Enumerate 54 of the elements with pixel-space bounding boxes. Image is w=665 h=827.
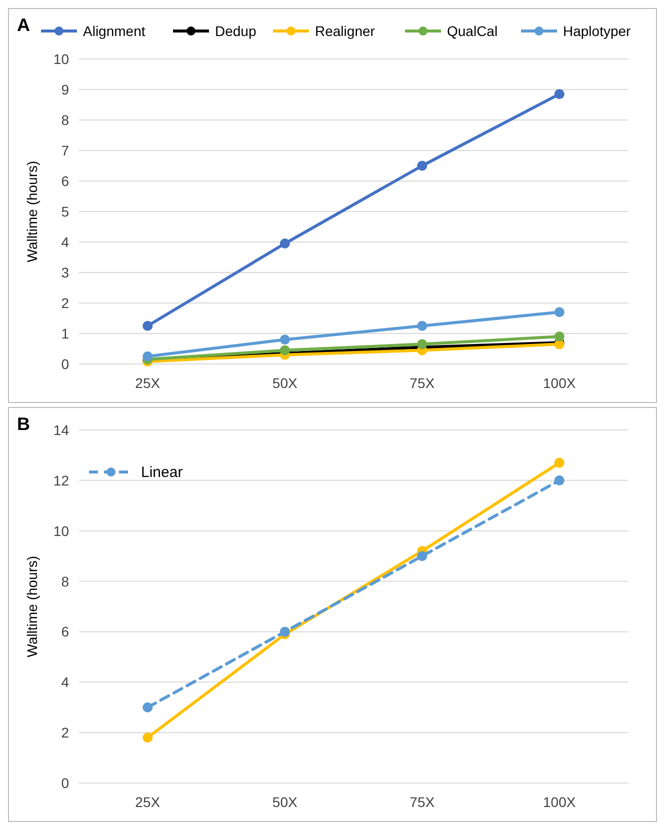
point <box>417 551 428 562</box>
y-tick-label: 8 <box>61 573 70 590</box>
point <box>554 89 564 100</box>
y-tick-label: 8 <box>61 112 70 128</box>
legend-label: Realigner <box>315 23 376 39</box>
legend-label: Haplotyper <box>563 23 632 39</box>
point <box>142 320 153 331</box>
point <box>280 345 290 356</box>
point <box>280 334 290 345</box>
y-tick-label: 10 <box>53 51 70 67</box>
legend-label: Linear <box>141 464 183 481</box>
y-tick-label: 9 <box>61 82 70 98</box>
y-axis-title: Walltime (hours) <box>24 556 40 658</box>
point <box>554 332 564 342</box>
legend-label: QualCal <box>447 23 498 39</box>
point <box>417 339 428 350</box>
x-tick-label: 100X <box>543 375 576 391</box>
point <box>280 238 290 249</box>
point <box>142 732 153 743</box>
x-tick-label: 75X <box>410 375 436 391</box>
text: B <box>17 414 30 434</box>
point <box>554 475 564 486</box>
point <box>280 626 290 637</box>
y-tick-label: 6 <box>61 624 70 640</box>
x-tick-label: 75X <box>410 794 436 810</box>
point <box>554 307 564 318</box>
y-tick-label: 10 <box>53 522 70 539</box>
point <box>554 458 564 468</box>
y-tick-label: 1 <box>61 326 70 342</box>
y-tick-label: 6 <box>61 173 70 189</box>
x-tick-label: 50X <box>272 375 298 391</box>
x-tick-label: 25X <box>135 794 161 810</box>
y-tick-label: 0 <box>61 775 70 791</box>
point <box>417 320 428 331</box>
y-tick-label: 0 <box>61 356 70 372</box>
y-tick-label: 4 <box>61 234 70 250</box>
legend-label: Alignment <box>83 23 146 39</box>
text: A <box>17 15 30 35</box>
y-axis-title: Walltime (hours) <box>24 160 40 262</box>
y-tick-label: 2 <box>61 724 70 741</box>
point <box>142 702 153 712</box>
legend-label: Dedup <box>215 23 256 39</box>
point <box>142 351 153 362</box>
x-tick-label: 25X <box>135 375 161 391</box>
y-tick-label: 5 <box>61 204 70 220</box>
x-tick-label: 50X <box>272 794 298 810</box>
y-tick-label: 4 <box>61 674 70 690</box>
y-tick-label: 2 <box>61 295 70 311</box>
point <box>417 160 428 171</box>
x-tick-label: 100X <box>543 794 576 810</box>
y-tick-label: 12 <box>53 472 70 488</box>
y-tick-label: 14 <box>53 422 70 438</box>
y-tick-label: 3 <box>61 264 70 280</box>
y-tick-label: 7 <box>61 142 70 158</box>
